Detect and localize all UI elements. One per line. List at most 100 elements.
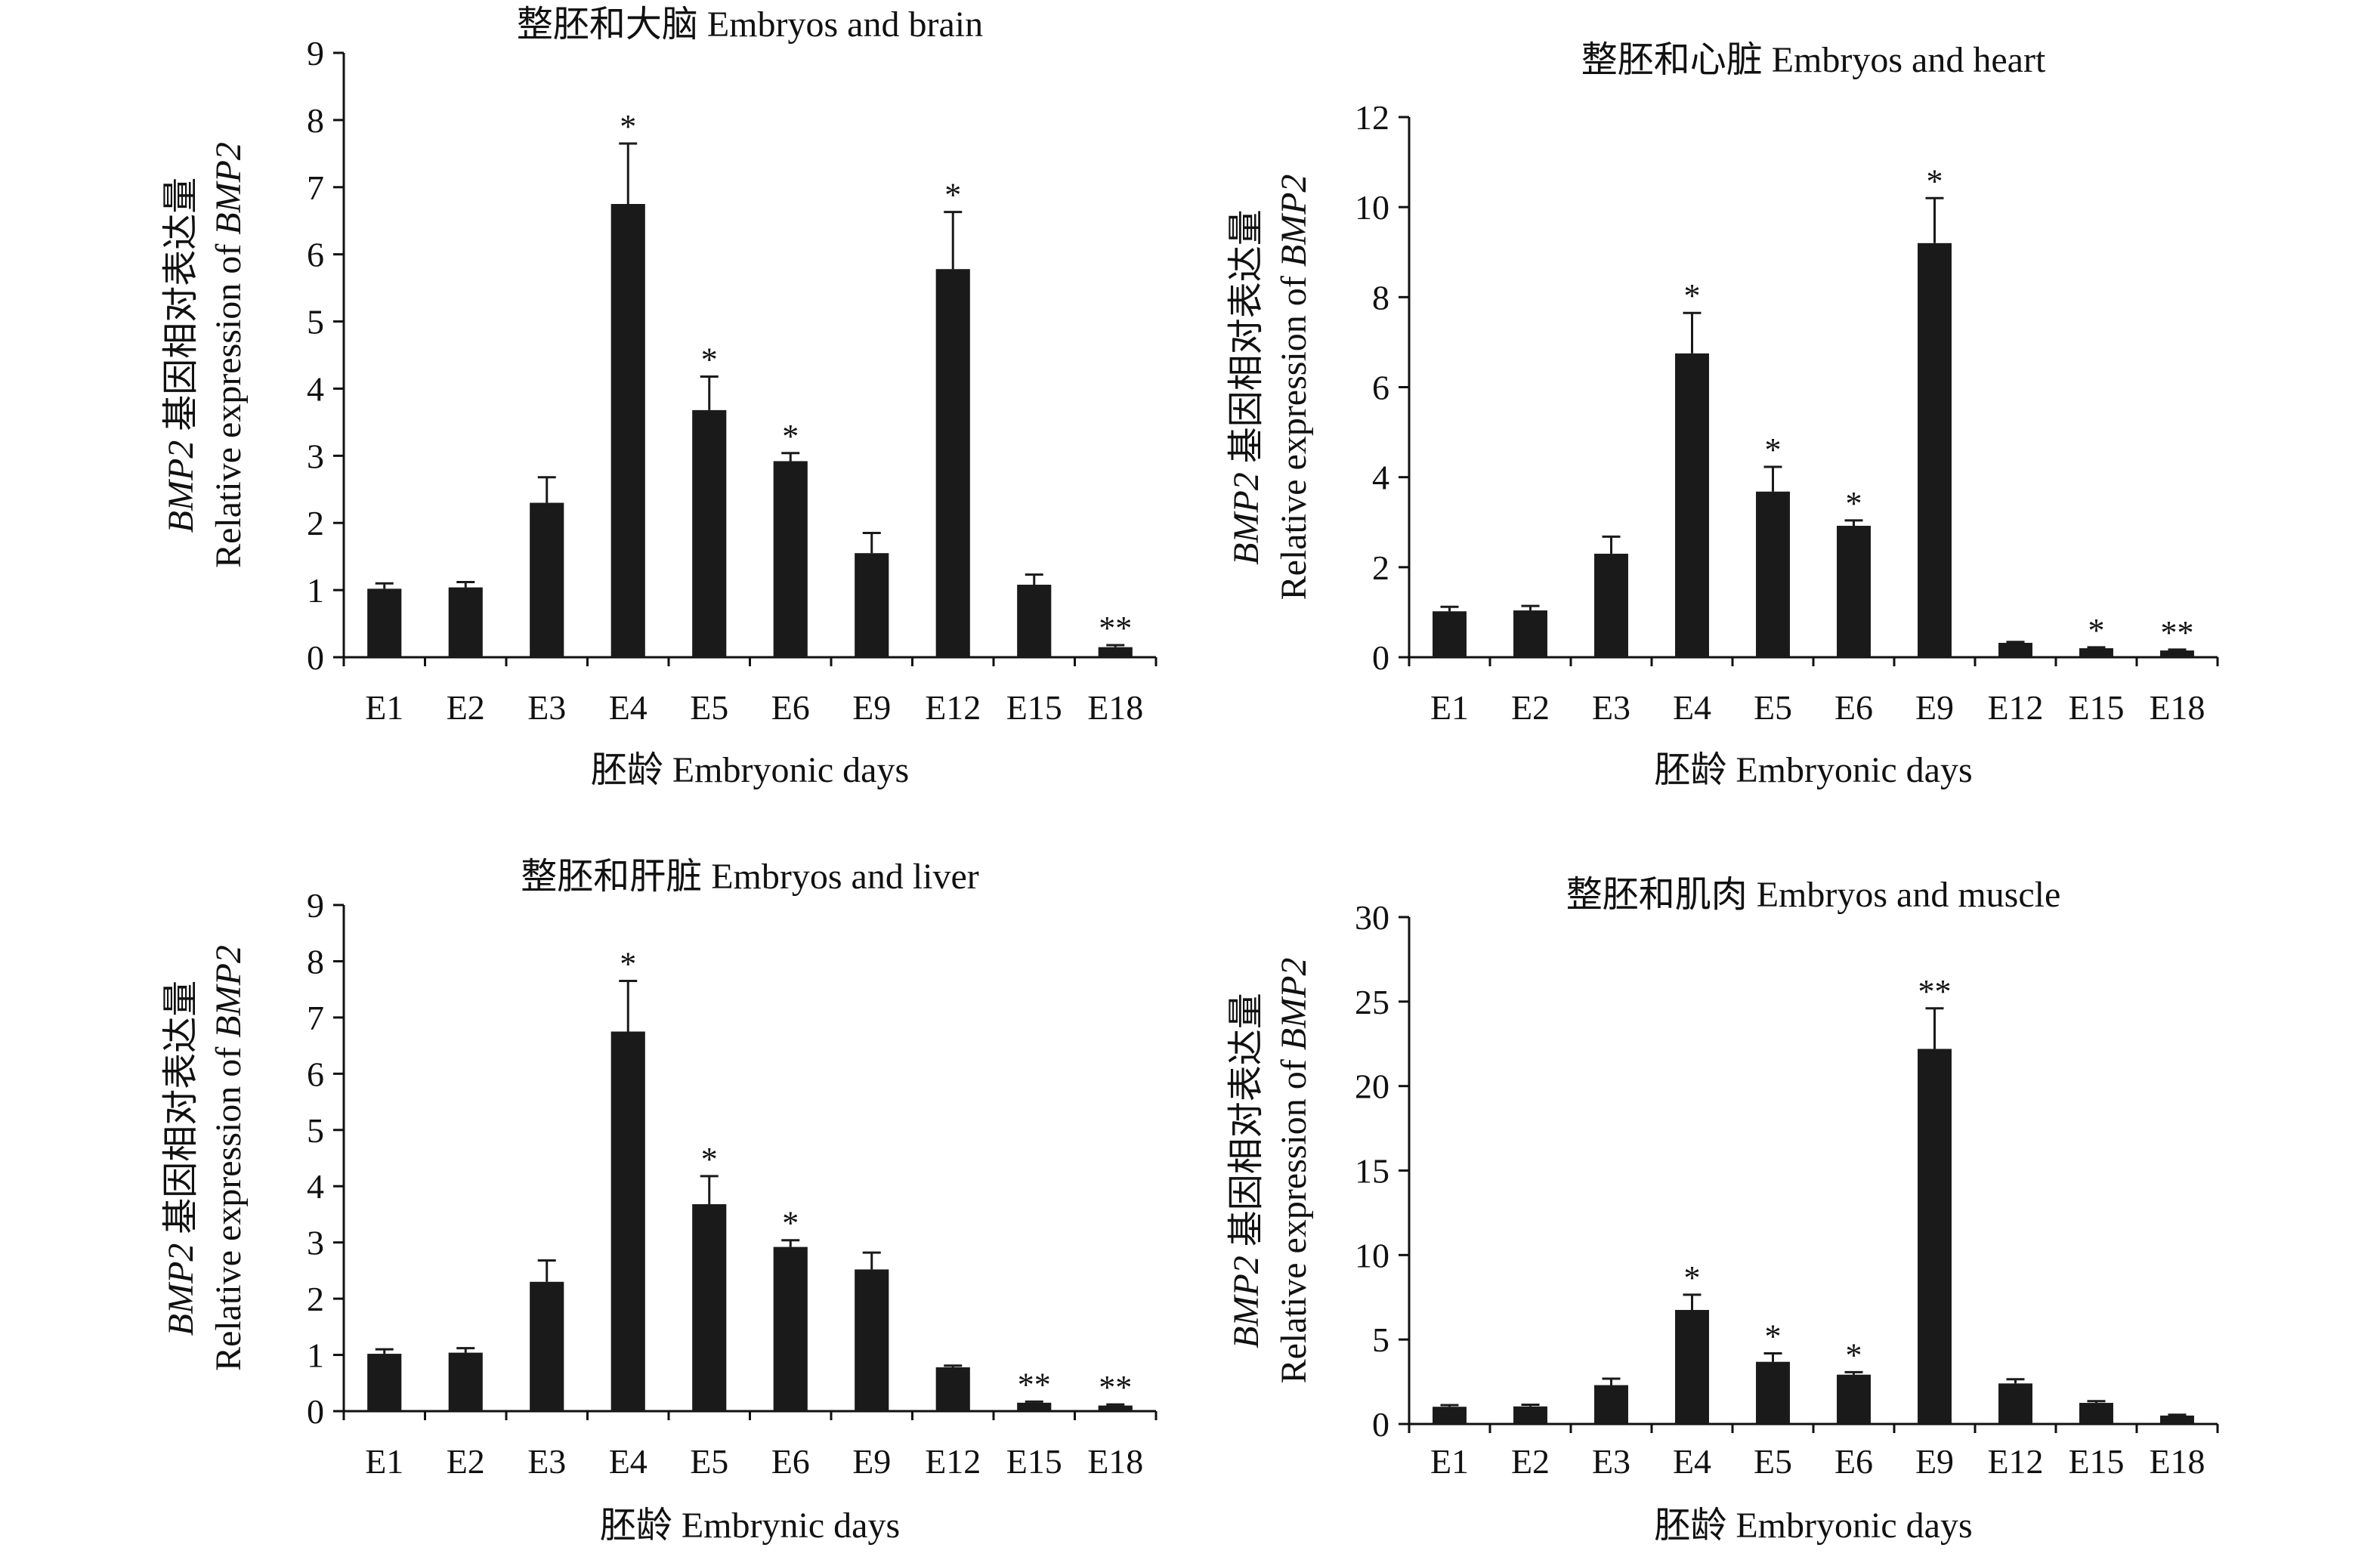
bar-e12 <box>935 269 970 657</box>
significance-mark: * <box>701 1141 718 1178</box>
y-tick-label: 0 <box>1372 638 1389 677</box>
y-tick-label: 2 <box>307 504 324 542</box>
y-tick-label: 9 <box>307 34 324 73</box>
bar-e12 <box>1998 642 2032 657</box>
x-tick-label: E1 <box>1430 688 1469 727</box>
bar-e2 <box>1513 1406 1547 1424</box>
bar-e2 <box>448 587 483 657</box>
bar-e6 <box>773 461 808 657</box>
significance-mark: ** <box>1018 1366 1051 1403</box>
x-tick-label: E3 <box>527 688 566 727</box>
x-tick-label: E12 <box>1987 1442 2043 1481</box>
y-axis-title-line-1: BMP2 基因相对表达量 <box>161 178 201 533</box>
chart-title: 整胚和心脏 Embryos and heart <box>1581 40 2046 80</box>
y-tick-label: 0 <box>307 1392 324 1431</box>
y-tick-label: 10 <box>1355 1236 1389 1274</box>
y-axis-title-line-2: Relative expression of BMP2 <box>209 945 249 1371</box>
bar-e18 <box>1098 1405 1133 1411</box>
significance-mark: * <box>1684 1259 1701 1296</box>
y-tick-label: 2 <box>1372 548 1389 587</box>
x-tick-label: E18 <box>1087 688 1143 727</box>
bar-e18 <box>1098 647 1133 657</box>
bar-e3 <box>1594 1385 1628 1424</box>
significance-mark: * <box>620 108 636 145</box>
y-tick-label: 8 <box>1372 278 1389 317</box>
x-tick-label: E6 <box>771 688 810 727</box>
x-tick-label: E5 <box>1754 688 1792 727</box>
x-axis-title: 胚龄 Embryonic days <box>1654 1506 1972 1546</box>
significance-mark: * <box>782 418 799 455</box>
x-tick-label: E5 <box>1754 1442 1792 1481</box>
bar-e6 <box>773 1246 808 1411</box>
chart-panel-2: 整胚和心脏 Embryos and heart 0 2 4 6 8 10 12 E1 E2 E3 * E… <box>1226 40 2219 790</box>
x-tick-label: E18 <box>2149 1442 2205 1481</box>
x-tick-label: E1 <box>365 1442 403 1481</box>
x-tick-label: E5 <box>690 688 728 727</box>
x-tick-label: E4 <box>609 688 648 727</box>
y-axis-title-line-2: Relative expression of BMP2 <box>1274 958 1314 1384</box>
bar-e5 <box>692 409 727 657</box>
bar-e6 <box>1837 1374 1871 1424</box>
y-tick-label: 3 <box>307 1224 324 1262</box>
y-tick-label: 6 <box>307 236 324 274</box>
x-tick-label: E2 <box>447 1442 485 1481</box>
x-tick-label: E4 <box>1673 1442 1711 1481</box>
y-tick-label: 8 <box>307 101 324 140</box>
bar-e1 <box>1433 611 1467 657</box>
x-tick-label: E2 <box>1511 1442 1550 1481</box>
significance-mark: ** <box>1918 973 1952 1010</box>
x-tick-label: E2 <box>1511 688 1550 727</box>
significance-mark: ** <box>2161 614 2194 651</box>
bar-e15 <box>1017 1402 1052 1411</box>
y-tick-label: 5 <box>307 303 324 341</box>
bar-e3 <box>1594 553 1628 657</box>
x-tick-label: E6 <box>1834 688 1873 727</box>
significance-mark: ** <box>1099 610 1132 647</box>
y-tick-label: 6 <box>307 1055 324 1093</box>
y-tick-label: 2 <box>307 1280 324 1318</box>
x-tick-label: E2 <box>447 688 485 727</box>
y-axis-title-line-1: BMP2 基因相对表达量 <box>161 981 201 1336</box>
y-tick-label: 10 <box>1355 188 1389 227</box>
significance-mark: * <box>1765 1318 1782 1355</box>
y-tick-label: 8 <box>307 942 324 981</box>
x-tick-label: E15 <box>2068 1442 2124 1481</box>
bar-e18 <box>2160 1415 2194 1424</box>
bar-e4 <box>1675 1310 1709 1424</box>
bar-e2 <box>1513 610 1547 657</box>
bar-e9 <box>855 1269 889 1411</box>
significance-mark: ** <box>1099 1369 1132 1406</box>
x-tick-label: E3 <box>527 1442 566 1481</box>
x-tick-label: E15 <box>1006 688 1062 727</box>
x-tick-label: E9 <box>1915 688 1954 727</box>
chart-panel-3: 整胚和肝脏 Embryos and liver 0 1 2 3 4 5 6 7 8 9 E1 E2 E3 *… <box>161 857 1158 1546</box>
significance-mark: * <box>1846 485 1862 522</box>
chart-panel-4: 整胚和肌肉 Embryos and muscle 0 5 10 15 20 25 30 E1 E2… <box>1226 875 2219 1546</box>
y-tick-label: 15 <box>1355 1152 1389 1191</box>
significance-mark: * <box>1927 162 1943 199</box>
chart-panel-1: 整胚和大脑 Embryos and brain 0 1 2 3 4 5 6 7 8 9 E1 E2 E3 *… <box>161 5 1158 790</box>
bar-e9 <box>1918 1049 1952 1424</box>
x-tick-label: E1 <box>1430 1442 1469 1481</box>
y-tick-label: 20 <box>1355 1067 1389 1106</box>
x-tick-label: E15 <box>2068 688 2124 727</box>
bar-e4 <box>610 1031 645 1411</box>
bar-e2 <box>448 1352 483 1411</box>
y-tick-label: 3 <box>307 437 324 475</box>
y-tick-label: 1 <box>307 571 324 610</box>
x-tick-label: E15 <box>1006 1442 1062 1481</box>
bar-e3 <box>530 502 564 657</box>
y-tick-label: 30 <box>1355 898 1389 937</box>
x-tick-label: E9 <box>1915 1442 1954 1481</box>
x-tick-label: E18 <box>2149 688 2205 727</box>
x-tick-label: E4 <box>609 1442 648 1481</box>
y-tick-label: 1 <box>307 1336 324 1375</box>
significance-mark: * <box>2088 612 2105 649</box>
y-axis-title-line-2: Relative expression of BMP2 <box>1274 175 1314 601</box>
y-tick-label: 4 <box>307 369 324 408</box>
x-tick-label: E5 <box>690 1442 728 1481</box>
y-tick-label: 5 <box>1372 1321 1389 1359</box>
bar-e9 <box>855 553 889 657</box>
